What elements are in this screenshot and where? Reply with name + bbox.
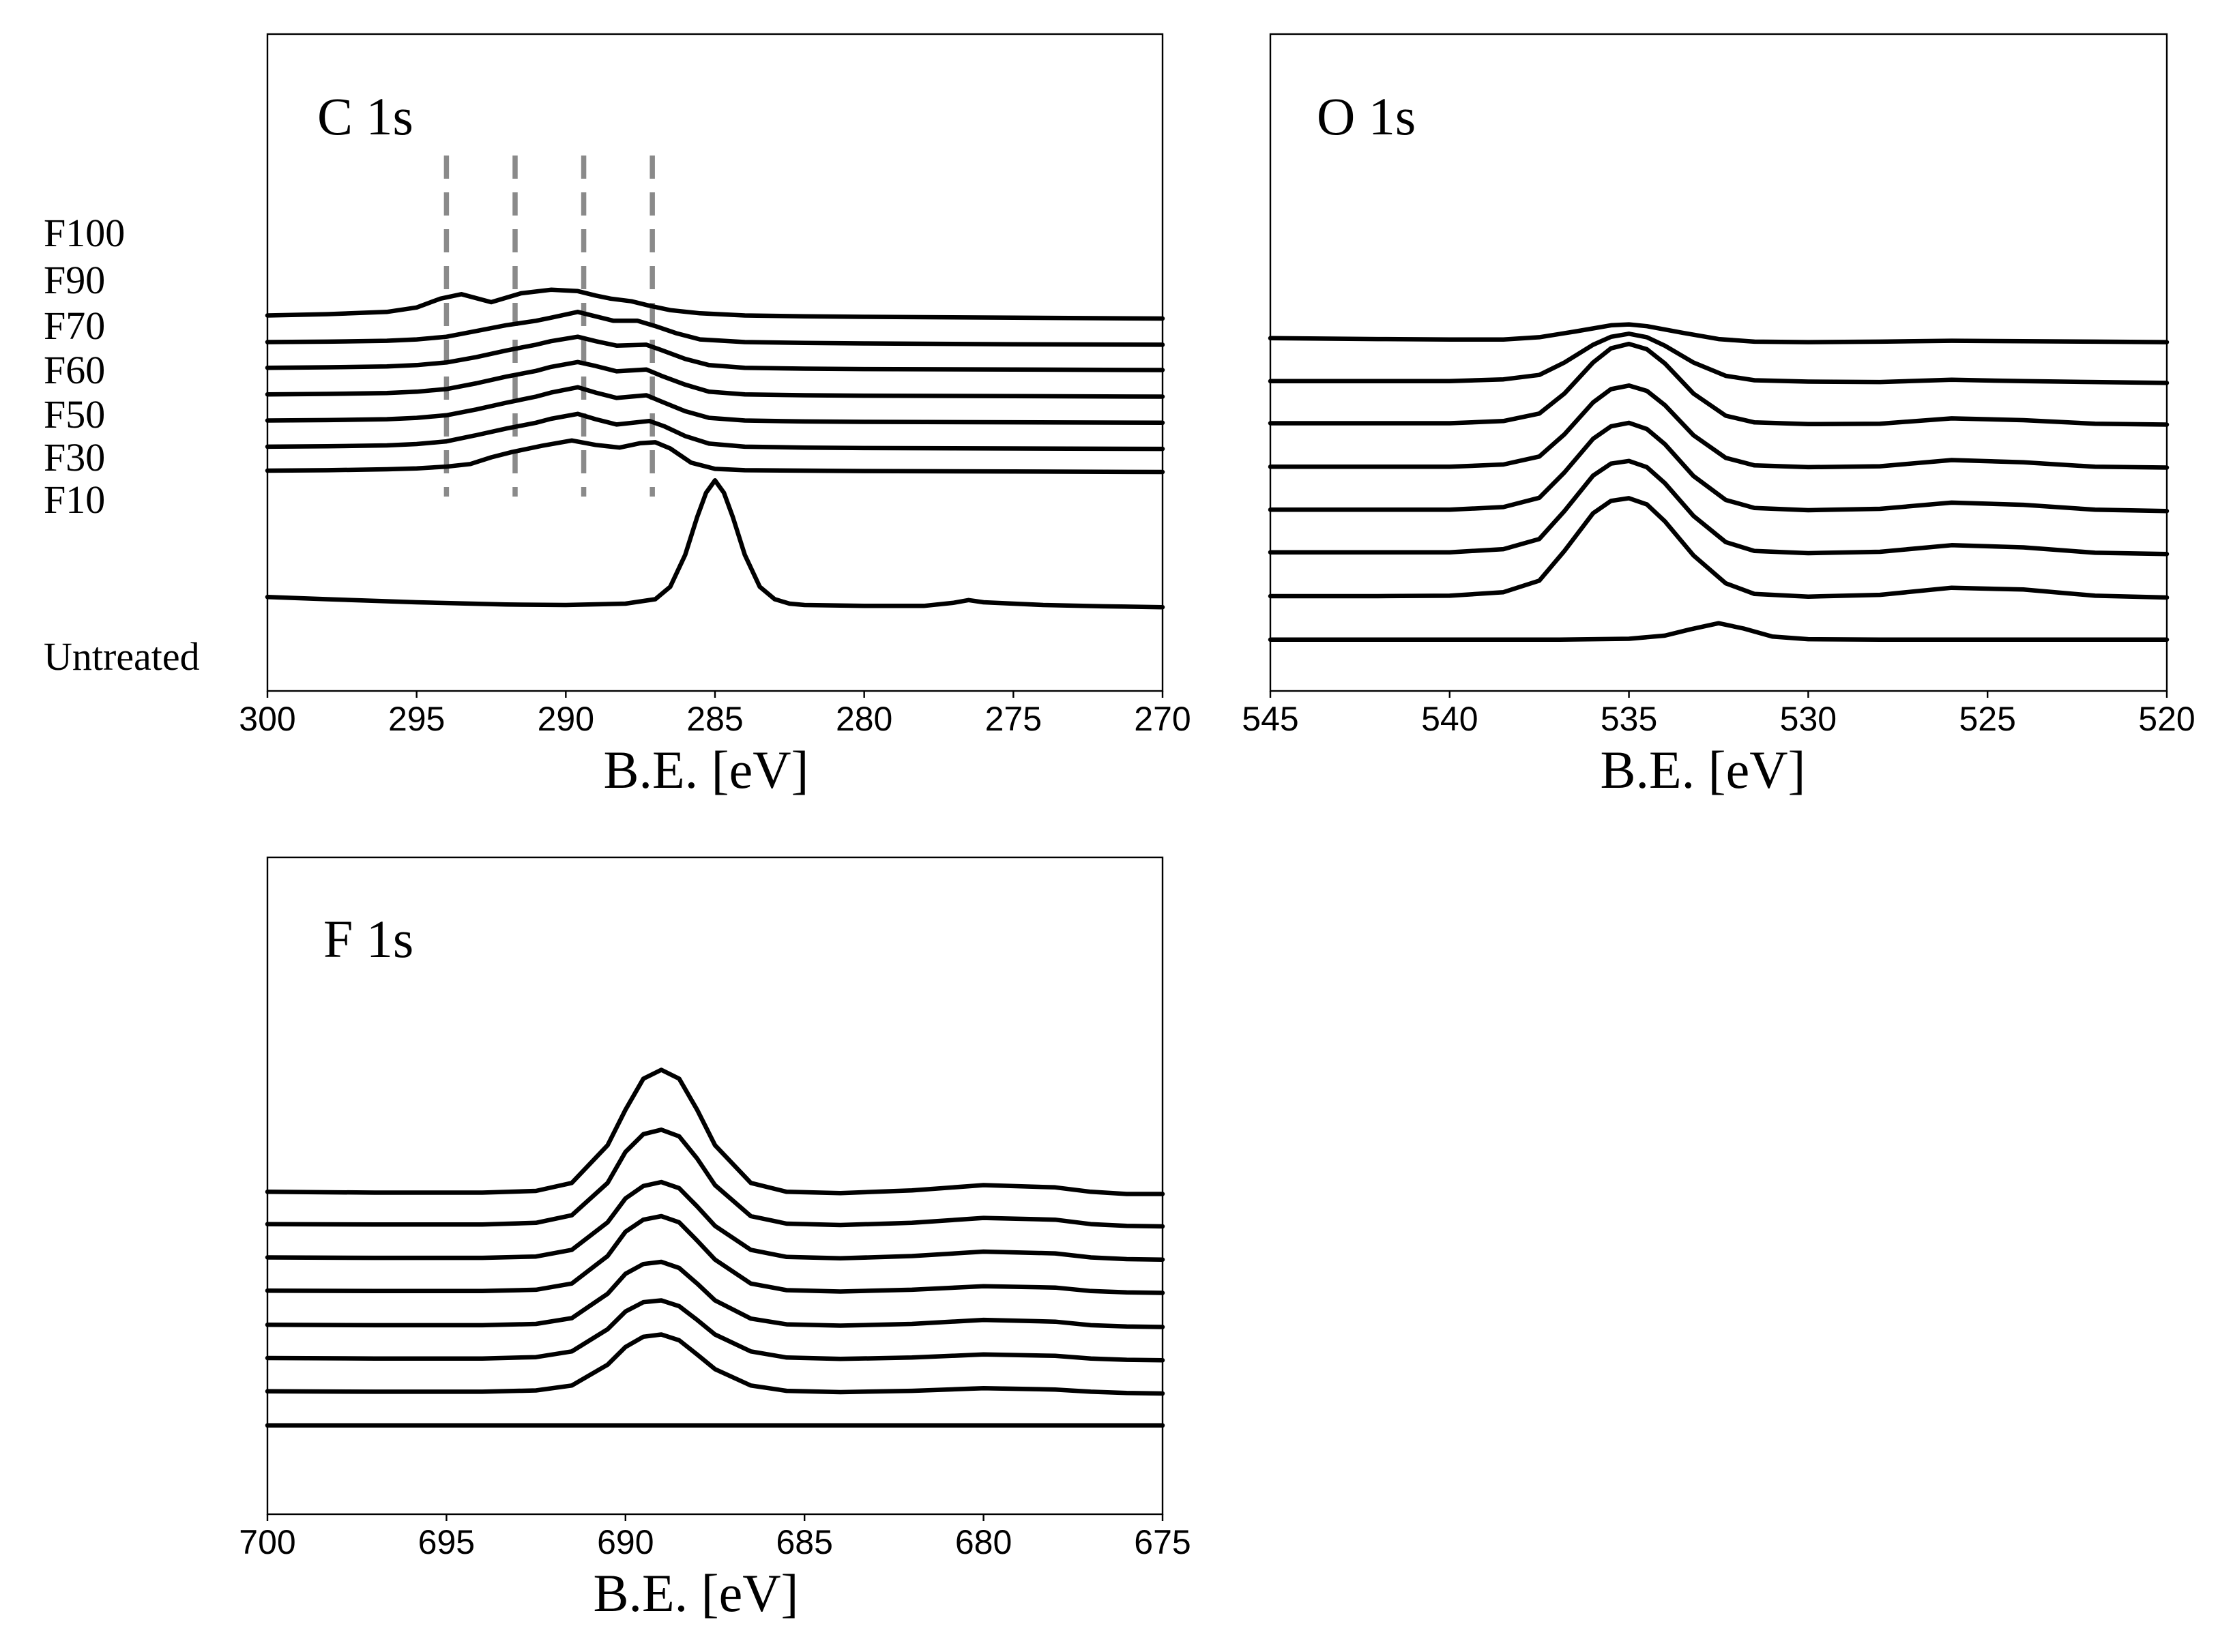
x-axis-label-f1s: B.E. [eV] <box>593 1563 798 1623</box>
x-tick-label-c1s-300: 300 <box>239 700 295 738</box>
plot-frame-f1s <box>266 856 1164 1516</box>
x-tick-label-o1s-520: 520 <box>2138 700 2195 738</box>
x-tick-label-f1s-700: 700 <box>239 1523 295 1561</box>
spectrum-c1s-f100 <box>265 287 1165 321</box>
x-axis-c1s: 300 295 290 285 280 275 270 <box>239 691 1191 738</box>
x-tick-label-f1s-675: 675 <box>1134 1523 1191 1561</box>
spectrum-o1s-f90 <box>1268 331 2170 385</box>
x-tick-label-f1s-695: 695 <box>418 1523 475 1561</box>
x-tick-label-o1s-545: 545 <box>1242 700 1298 738</box>
panel-f1s: F 1s 700 695 690 685 680 675 B.E. [eV] <box>239 856 1191 1623</box>
panel-title-c1s: C 1s <box>317 87 413 146</box>
spectrum-f1s-f50 <box>265 1259 1165 1329</box>
spectrum-c1s-f10 <box>265 438 1165 475</box>
spectrum-c1s-f60 <box>265 359 1165 399</box>
x-tick-label-f1s-685: 685 <box>776 1523 832 1561</box>
spectrum-f1s-f70 <box>265 1179 1165 1262</box>
spectrum-f1s-f30 <box>265 1298 1165 1363</box>
spectrum-c1s-f70 <box>265 334 1165 372</box>
spectrum-o1s-untreated <box>1268 621 2170 643</box>
x-tick-label-f1s-690: 690 <box>597 1523 654 1561</box>
x-axis-label-c1s: B.E. [eV] <box>603 740 808 799</box>
x-tick-label-c1s-280: 280 <box>836 700 892 738</box>
x-tick-label-f1s-680: 680 <box>955 1523 1012 1561</box>
spectrum-c1s-f30 <box>265 411 1165 452</box>
series-label-f10: F10 <box>44 477 105 522</box>
series-label-f30: F30 <box>44 435 105 480</box>
x-tick-label-o1s-535: 535 <box>1601 700 1657 738</box>
x-tick-label-o1s-525: 525 <box>1959 700 2015 738</box>
panel-title-f1s: F 1s <box>323 909 413 969</box>
series-labels: F100 F90 F70 F60 F50 F30 F10 Untreated <box>44 211 200 679</box>
series-label-f50: F50 <box>44 392 105 437</box>
x-axis-f1s: 700 695 690 685 680 675 <box>239 1514 1191 1561</box>
spectrum-o1s-f60 <box>1268 383 2170 470</box>
x-axis-o1s: 545 540 535 530 525 520 <box>1242 691 2195 738</box>
x-axis-label-o1s: B.E. [eV] <box>1600 740 1805 799</box>
series-label-untreated: Untreated <box>44 634 200 679</box>
x-tick-label-c1s-270: 270 <box>1134 700 1191 738</box>
spectra-c1s <box>265 287 1165 610</box>
x-tick-label-o1s-540: 540 <box>1421 700 1478 738</box>
spectrum-f1s-f90 <box>265 1127 1165 1229</box>
x-tick-label-c1s-285: 285 <box>686 700 743 738</box>
x-tick-label-c1s-290: 290 <box>538 700 594 738</box>
spectra-o1s <box>1268 322 2170 643</box>
spectrum-f1s-f60 <box>265 1213 1165 1295</box>
series-label-f100: F100 <box>44 211 125 255</box>
spectrum-c1s-f90 <box>265 310 1165 347</box>
spectrum-f1s-f10 <box>265 1332 1165 1396</box>
spectrum-c1s-f50 <box>265 385 1165 426</box>
series-label-f90: F90 <box>44 258 105 302</box>
spectrum-c1s-untreated <box>265 478 1165 610</box>
spectrum-o1s-f10 <box>1268 496 2170 600</box>
x-tick-label-c1s-275: 275 <box>985 700 1042 738</box>
panel-title-o1s: O 1s <box>1317 87 1416 146</box>
panel-o1s: O 1s 545 540 535 530 525 520 B.E. [eV] <box>1242 33 2195 799</box>
plot-frame-o1s <box>1269 33 2168 692</box>
x-tick-label-o1s-530: 530 <box>1780 700 1837 738</box>
spectrum-o1s-f30 <box>1268 458 2170 557</box>
series-label-f60: F60 <box>44 348 105 392</box>
spectrum-o1s-f70 <box>1268 341 2170 427</box>
series-label-f70: F70 <box>44 304 105 348</box>
spectrum-o1s-f50 <box>1268 420 2170 514</box>
spectrum-o1s-f100 <box>1268 322 2170 344</box>
panel-c1s: C 1s 300 295 290 285 280 275 270 B.E. [eV] <box>239 33 1191 799</box>
spectra-f1s <box>265 1067 1165 1428</box>
x-tick-label-c1s-295: 295 <box>388 700 445 738</box>
spectrum-f1s-f100 <box>265 1067 1165 1196</box>
